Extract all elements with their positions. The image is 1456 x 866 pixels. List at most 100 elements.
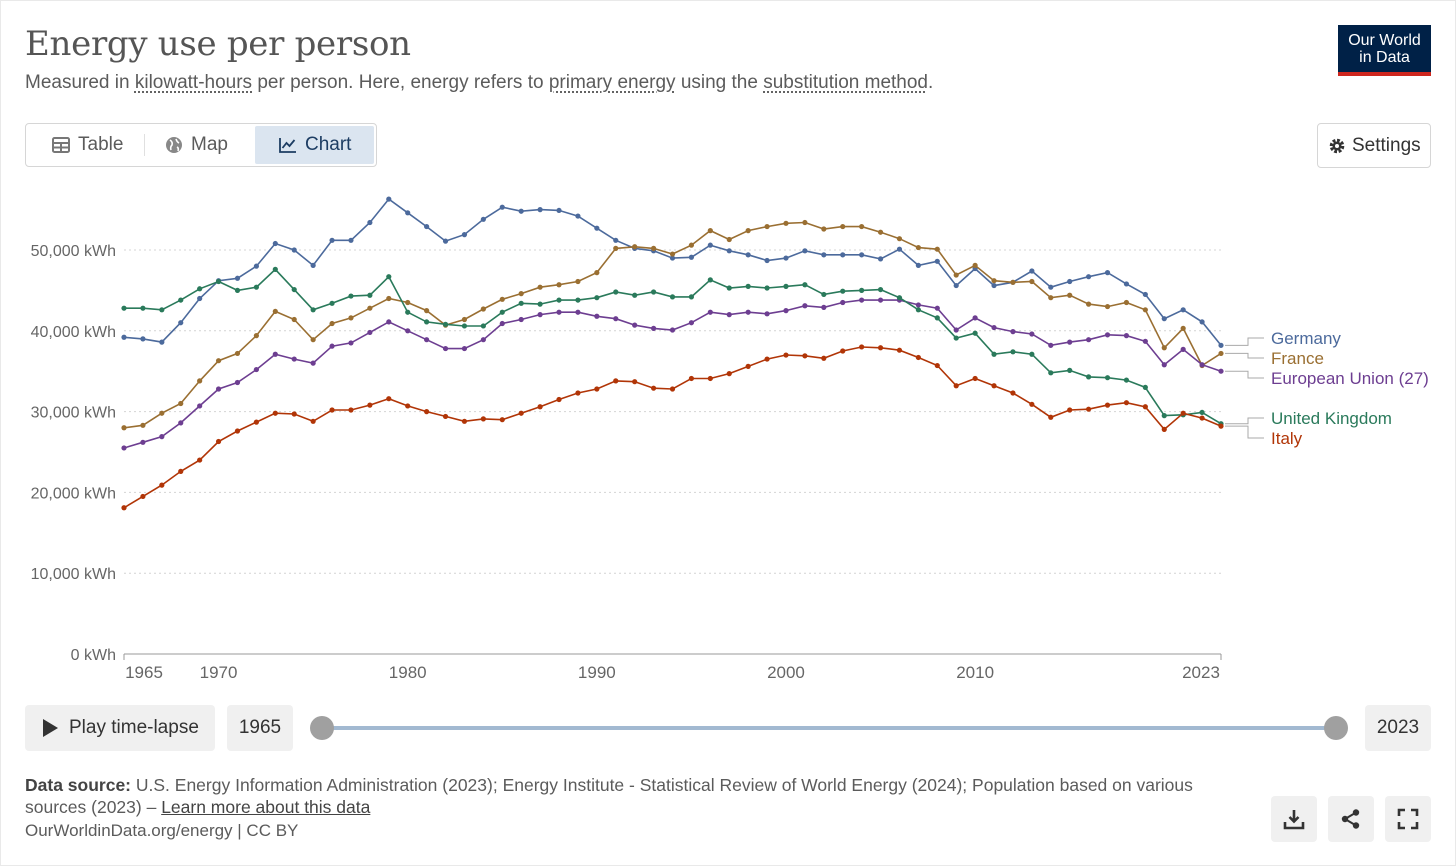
timeline-track[interactable]	[322, 726, 1336, 730]
data-point	[480, 323, 486, 329]
data-point	[575, 278, 581, 285]
data-point	[707, 228, 713, 234]
data-point	[405, 328, 411, 334]
data-point	[783, 220, 789, 226]
data-point	[1199, 362, 1205, 368]
y-tick-label: 30,000 kWh	[31, 405, 116, 422]
data-point	[499, 309, 505, 315]
data-point	[537, 284, 543, 290]
subtitle-text: per person. Here, energy refers to	[252, 72, 549, 93]
data-point	[1161, 345, 1167, 351]
data-point	[650, 289, 657, 295]
share-icon	[1341, 809, 1360, 829]
data-point	[442, 238, 449, 244]
data-point	[1142, 384, 1148, 390]
start-year-box[interactable]: 1965	[227, 705, 293, 751]
legend-leader-line	[1225, 370, 1264, 379]
data-point	[934, 315, 940, 321]
data-point	[272, 410, 278, 416]
data-point	[499, 417, 505, 423]
data-point	[840, 223, 846, 230]
data-point	[991, 351, 997, 357]
x-tick-label: 1980	[389, 663, 427, 682]
data-point	[859, 223, 865, 230]
primary-energy-link[interactable]: primary energy	[548, 72, 676, 93]
learn-more-link[interactable]: Learn more about this data	[161, 797, 371, 817]
data-point	[424, 409, 430, 415]
settings-button[interactable]: Settings	[1317, 123, 1431, 168]
data-point	[442, 413, 449, 420]
legend-leader-line	[1225, 425, 1264, 439]
data-point	[783, 283, 789, 289]
substitution-method-link[interactable]: substitution method	[763, 72, 928, 93]
tab-map[interactable]: Map	[144, 134, 255, 156]
data-point	[859, 344, 865, 350]
data-point	[1218, 368, 1224, 374]
data-point	[669, 251, 676, 257]
data-point	[1104, 303, 1111, 310]
data-point	[121, 445, 127, 451]
end-year-box[interactable]: 2023	[1365, 705, 1431, 751]
start-year-handle[interactable]	[310, 716, 334, 740]
x-tick-label: 2000	[767, 663, 805, 682]
data-point	[896, 246, 903, 252]
data-point	[688, 242, 695, 248]
kilowatt-hours-link[interactable]: kilowatt-hours	[134, 72, 253, 93]
data-point	[1180, 325, 1186, 331]
data-point	[310, 418, 316, 424]
tab-chart[interactable]: Chart	[255, 126, 374, 164]
data-point	[291, 247, 297, 253]
data-point	[1048, 414, 1054, 420]
data-point	[537, 312, 543, 318]
tab-label: Chart	[305, 134, 352, 155]
data-point	[764, 257, 770, 264]
data-point	[575, 390, 581, 396]
data-point	[1180, 410, 1186, 416]
data-point	[915, 354, 921, 361]
data-point	[159, 307, 165, 313]
data-point	[1218, 423, 1224, 429]
data-point	[1029, 351, 1035, 357]
data-point	[1180, 307, 1186, 313]
tab-table[interactable]: Table	[26, 124, 144, 166]
data-point	[442, 321, 449, 327]
data-point	[291, 356, 297, 362]
page-title: Energy use per person	[25, 24, 411, 64]
line-chart: 0 kWh 10,000 kWh 20,000 kWh 30,000 kWh 40,00…	[31, 196, 1429, 682]
data-point	[1123, 400, 1130, 406]
share-button[interactable]	[1328, 796, 1374, 842]
data-point	[632, 322, 638, 328]
legend-label: European Union (27)	[1271, 369, 1429, 388]
data-point	[650, 245, 657, 251]
data-point	[726, 312, 732, 318]
data-point	[1161, 316, 1167, 322]
data-point	[405, 403, 411, 409]
data-point	[272, 266, 278, 272]
data-source: Data source: U.S. Energy Information Adm…	[25, 774, 1205, 818]
owid-logo[interactable]: Our World in Data	[1338, 25, 1431, 76]
data-point	[575, 297, 581, 303]
play-label: Play time-lapse	[69, 717, 199, 738]
download-button[interactable]	[1271, 796, 1317, 842]
end-year-handle[interactable]	[1324, 716, 1348, 740]
data-point	[121, 505, 127, 511]
data-point	[310, 307, 316, 313]
data-point	[632, 244, 638, 250]
data-point	[991, 282, 997, 289]
legend-leader-line	[1225, 417, 1264, 425]
data-point	[1048, 370, 1054, 376]
data-point	[310, 262, 316, 268]
data-point	[1048, 295, 1054, 301]
data-point	[1029, 331, 1035, 337]
data-point	[1029, 268, 1035, 274]
data-point	[1048, 342, 1054, 348]
fullscreen-icon	[1397, 808, 1419, 830]
data-point	[1218, 342, 1224, 348]
fullscreen-button[interactable]	[1385, 796, 1431, 842]
data-point	[234, 275, 241, 281]
data-point	[329, 320, 335, 327]
data-point	[367, 402, 373, 408]
attribution: OurWorldinData.org/energy | CC BY	[25, 821, 299, 840]
play-timelapse-button[interactable]: Play time-lapse	[25, 705, 215, 751]
data-point	[386, 319, 392, 325]
